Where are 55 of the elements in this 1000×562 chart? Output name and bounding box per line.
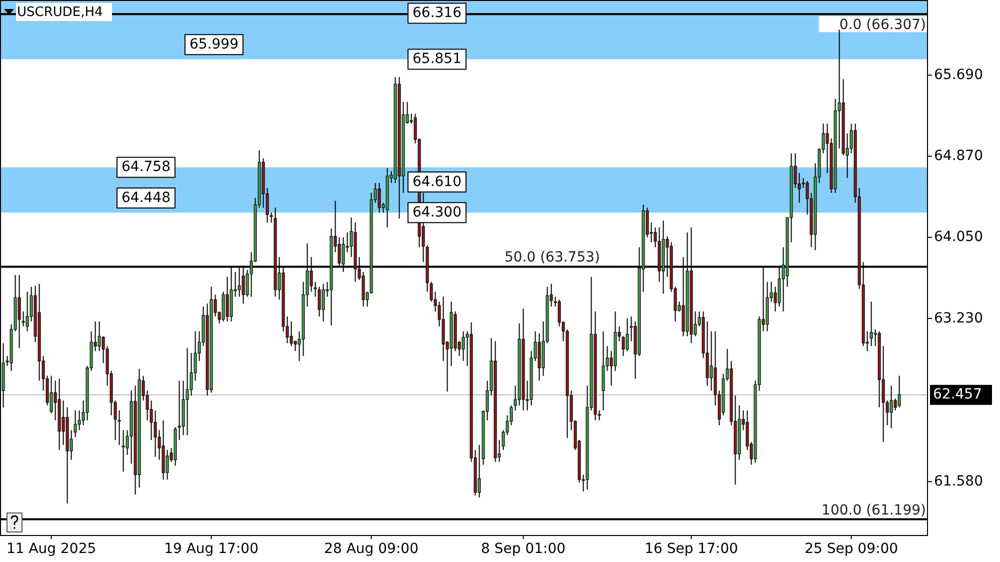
annotation: 64.300 [412,204,462,220]
candlestick [322,283,325,322]
candlestick [318,286,321,317]
candlestick [78,410,81,431]
x-tick-label: 25 Sep 09:00 [804,541,898,557]
x-tick-label: 16 Sep 17:00 [644,541,738,557]
y-tick-label: 61.580 [934,473,983,490]
candlestick [870,301,873,347]
candlestick [18,274,21,349]
candlestick [378,182,381,214]
candlestick [626,318,629,352]
annotation: 65.851 [412,51,462,68]
candlestick [462,330,465,362]
candlestick [122,430,125,472]
candlestick [190,352,193,396]
annotation: 64.610 [412,174,462,190]
ref-line-label: 0.0 (66.307) [839,17,926,34]
candlestick [890,385,893,429]
candlestick [898,375,901,408]
candlestick [186,348,189,436]
x-tick-label: 19 Aug 17:00 [164,541,259,557]
candlestick [98,320,101,352]
ref-line-label: 50.0 (63.753) [504,250,600,266]
x-tick-label: 28 Aug 09:00 [324,541,419,557]
annotation: 64.448 [122,190,170,206]
candlestick [478,444,481,498]
candlestick [362,271,365,308]
candlestick [226,276,229,322]
chart-title: USCRUDE,H4 [17,5,103,20]
y-tick-label: 64.870 [934,148,983,164]
candlestick [178,380,181,441]
annotation: 66.316 [412,5,462,22]
candlestick [74,410,77,438]
ref-line-label: 62.457 [933,386,982,403]
y-tick-label: 64.050 [934,229,983,246]
annotation: 64.758 [122,159,170,176]
candlestick [290,320,293,347]
candlestick [430,281,433,302]
candlestick [166,449,169,480]
candlestick [894,398,897,411]
candlestick [710,330,713,392]
candlestick [26,291,29,332]
ref-line-label: 100.0 (61.199) [822,502,926,518]
candlestick [22,311,25,327]
y-tick-label: 65.690 [934,66,983,83]
x-tick-label: 8 Sep 01:00 [481,541,566,557]
candlestick [622,336,625,357]
candlestick [314,281,317,298]
annotation: 65.999 [190,36,238,52]
candlestick [270,212,273,224]
y-tick-label: 63.230 [934,310,983,326]
x-tick-label: 11 Aug 2025 [6,541,96,557]
candlestick [154,410,157,458]
candlestick [118,410,121,446]
candlestick [50,375,53,414]
